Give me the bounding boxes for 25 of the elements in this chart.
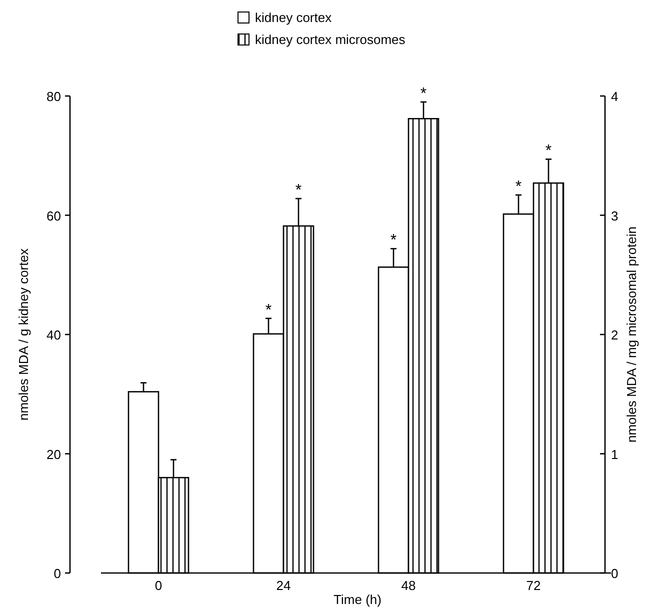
x-tick-label: 0 [154, 578, 162, 593]
y-tick-label: 60 [46, 208, 61, 224]
y2-tick-label: 4 [611, 89, 618, 104]
x-tick-label: 72 [526, 578, 541, 593]
annotation: * [420, 85, 427, 102]
y-tick-label: 40 [46, 328, 61, 342]
y-tick-label: 20 [46, 446, 61, 462]
annotation: * [265, 302, 272, 319]
y-tick-label: 80 [46, 89, 61, 104]
annotation: * [545, 142, 552, 160]
annotation: * [390, 232, 397, 250]
legend-label: kidney cortex microsomes [255, 32, 406, 47]
y2-axis-title: nmoles MDA / mg microsomal protein [624, 226, 639, 443]
x-tick-label: 48 [401, 578, 416, 593]
y-axis-title: nmoles MDA / g kidney cortex [16, 248, 31, 420]
y2-tick-label: 2 [611, 328, 618, 342]
y-tick-label: 0 [54, 566, 61, 581]
y2-tick-label: 3 [611, 208, 618, 224]
y2-tick-label: 0 [611, 566, 618, 581]
legend-label: kidney cortex [255, 10, 332, 25]
x-axis-title: Time (h) [334, 592, 382, 607]
annotation: * [295, 182, 302, 199]
y2-tick-label: 1 [611, 446, 618, 462]
annotation: * [515, 178, 522, 196]
x-tick-label: 24 [276, 578, 291, 593]
